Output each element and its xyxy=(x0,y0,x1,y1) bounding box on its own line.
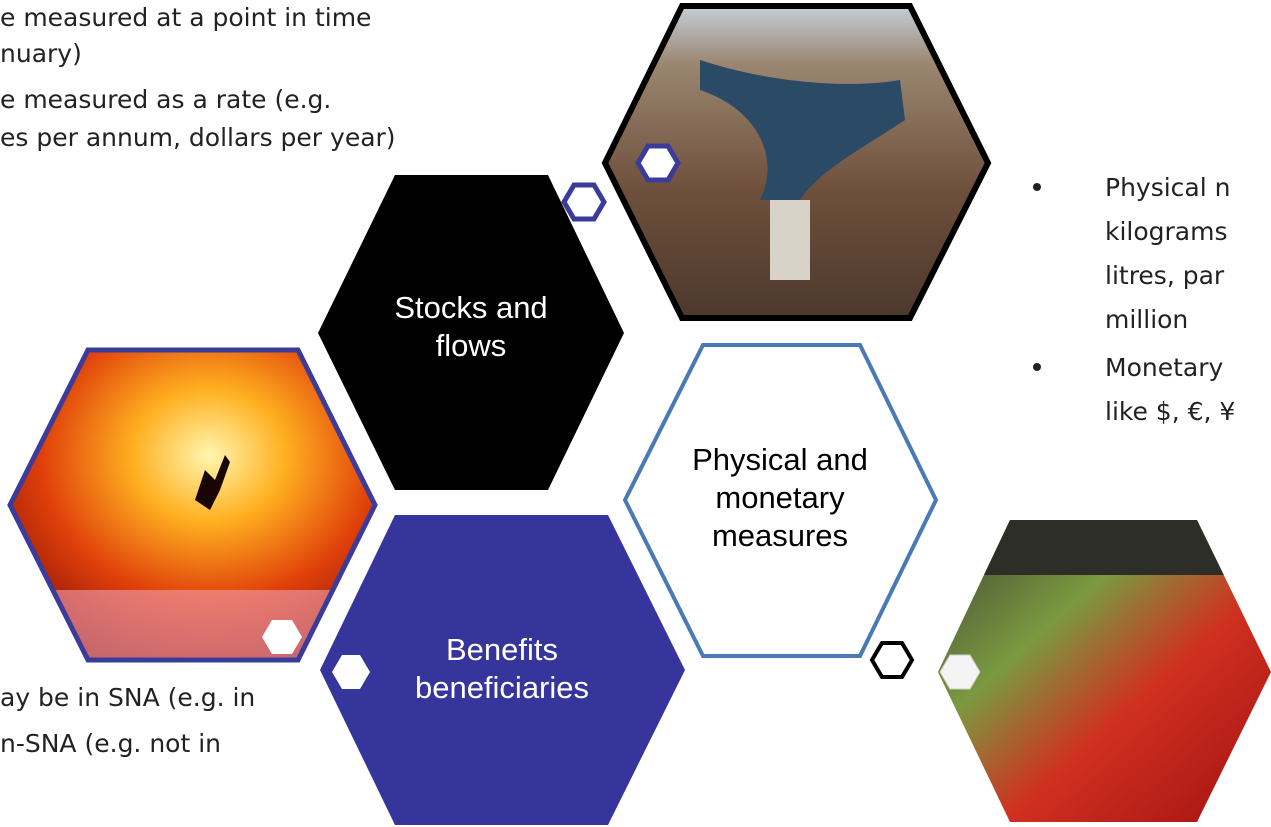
body-line: es per annum, dollars per year) xyxy=(0,123,396,152)
bullet-line: like $, €, ¥ xyxy=(1105,397,1235,426)
hexagon-label: Stocks and xyxy=(394,290,547,325)
bullet-line: million xyxy=(1105,305,1188,334)
bullet-line: Monetary xyxy=(1105,353,1223,382)
body-line: e measured as a rate (e.g. xyxy=(0,85,331,114)
bullet xyxy=(1033,363,1041,371)
hexagon-label: Physical and xyxy=(692,442,868,477)
hexagon-label: Benefits xyxy=(446,632,558,667)
small-hexagon xyxy=(564,185,604,219)
body-line: n-SNA (e.g. not in xyxy=(0,729,221,758)
hexagon-label: beneficiaries xyxy=(415,670,589,705)
hexagon-label: measures xyxy=(712,518,848,553)
bullet-line: Physical n xyxy=(1105,173,1231,202)
hexagon-label: monetary xyxy=(715,480,845,515)
page: Stocks and flows Physical and monetary m… xyxy=(0,0,1271,827)
bullet-line: kilograms xyxy=(1105,217,1228,246)
body-line: nuary) xyxy=(0,39,82,68)
slide: Stocks and flows Physical and monetary m… xyxy=(0,0,1271,827)
surf-photo xyxy=(0,340,380,670)
hexagon-label: flows xyxy=(436,328,507,363)
body-line: ay be in SNA (e.g. in xyxy=(0,683,255,712)
small-hexagon xyxy=(638,146,678,180)
body-line: e measured at a point in time xyxy=(0,3,371,32)
bullet-line: litres, par xyxy=(1105,261,1225,290)
bullet xyxy=(1033,183,1041,191)
small-hexagon xyxy=(872,643,912,677)
market-photo xyxy=(930,515,1271,825)
